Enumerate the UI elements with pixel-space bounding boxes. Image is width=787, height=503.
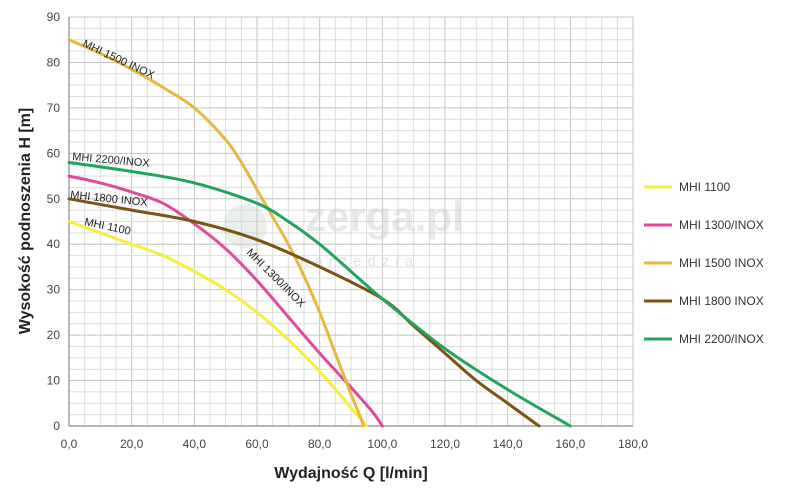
series-line-mhi-2200-inox bbox=[67, 160, 572, 428]
legend-label-mhi-2200-inox: MHI 2200/INOX bbox=[679, 332, 764, 346]
x-tick-label: 80,0 bbox=[308, 437, 332, 451]
watermark-logo-icon bbox=[223, 204, 267, 248]
series-line-mhi-1300-inox bbox=[67, 174, 384, 428]
legend-label-mhi-1300-inox: MHI 1300/INOX bbox=[679, 218, 764, 232]
y-tick-label: 60 bbox=[47, 146, 61, 160]
x-tick-label: 100,0 bbox=[367, 437, 397, 451]
x-tick-label: 60,0 bbox=[245, 437, 269, 451]
y-tick-label: 80 bbox=[47, 55, 61, 69]
watermark-text: zerga.pl bbox=[305, 193, 464, 240]
y-tick-label: 30 bbox=[47, 283, 61, 297]
legend-label-mhi-1100: MHI 1100 bbox=[679, 180, 730, 194]
y-tick-label: 0 bbox=[53, 419, 60, 433]
x-tick-label: 20,0 bbox=[120, 437, 144, 451]
y-tick-label: 70 bbox=[47, 101, 61, 115]
series-line-mhi-1500-inox bbox=[67, 38, 365, 428]
x-tick-label: 0,0 bbox=[61, 437, 78, 451]
y-axis-title: Wysokość podnoszenia H [m] bbox=[17, 108, 34, 334]
y-tick-label: 20 bbox=[47, 328, 61, 342]
watermark: zerga.pl narzedzia bbox=[223, 193, 464, 270]
curve-label-mhi-1500-inox: MHI 1500 INOX bbox=[81, 38, 157, 82]
x-tick-label: 160,0 bbox=[555, 437, 585, 451]
tick-labels: 0,0 20,0 40,0 60,0 80,0 100,0 120,0 140,0 160,0 1… bbox=[47, 10, 649, 451]
x-tick-label: 120,0 bbox=[430, 437, 460, 451]
series bbox=[67, 38, 572, 428]
y-tick-label: 50 bbox=[47, 192, 61, 206]
x-tick-label: 140,0 bbox=[493, 437, 523, 451]
x-axis-title: Wydajność Q [l/min] bbox=[274, 465, 428, 482]
legend-label-mhi-1800-inox: MHI 1800 INOX bbox=[679, 294, 764, 308]
series-line-mhi-1100 bbox=[67, 220, 369, 428]
legend-label-mhi-1500-inox: MHI 1500 INOX bbox=[679, 256, 764, 270]
x-tick-label: 40,0 bbox=[183, 437, 207, 451]
y-tick-label: 40 bbox=[47, 237, 61, 251]
y-tick-label: 90 bbox=[47, 10, 61, 24]
watermark-subtext: narzedzia bbox=[300, 253, 419, 270]
x-tick-label: 180,0 bbox=[618, 437, 648, 451]
y-tick-label: 10 bbox=[47, 374, 61, 388]
legend: MHI 1100 MHI 1300/INOX MHI 1500 INOX MHI 18… bbox=[644, 180, 764, 346]
